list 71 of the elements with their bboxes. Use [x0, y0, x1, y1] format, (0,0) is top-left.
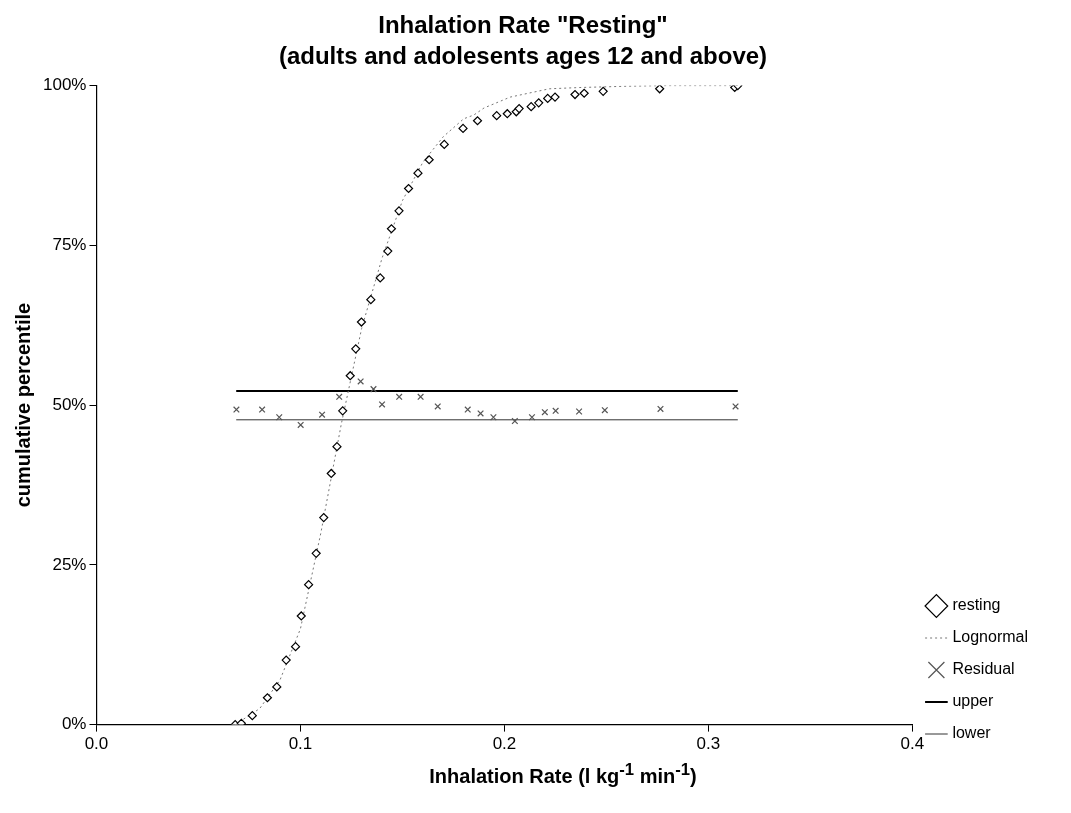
- point: [378, 401, 386, 408]
- point: [492, 111, 502, 121]
- point: [326, 468, 336, 479]
- legend-label: lower: [952, 724, 992, 742]
- point: [304, 580, 314, 590]
- point: [550, 92, 560, 102]
- point: [570, 89, 580, 100]
- point: [351, 344, 361, 354]
- point: [370, 385, 377, 393]
- y-tick-label: 0%: [61, 714, 87, 734]
- chart-subtitle: (adults and adolesents ages 12 and above): [278, 41, 768, 69]
- x-tick-label: 0.2: [492, 734, 517, 754]
- x-axis-title: Inhalation Rate (l kg$^{-1}$ min$^{-1}$): [428, 760, 698, 788]
- point: [655, 85, 665, 94]
- point: [552, 407, 560, 415]
- legend-label: Residual: [952, 660, 1015, 678]
- point: [439, 139, 449, 149]
- y-tick-label: 100%: [43, 75, 87, 95]
- point: [311, 548, 321, 558]
- point: [657, 405, 664, 413]
- point: [236, 718, 246, 725]
- x-tick-label: 0.0: [84, 734, 109, 754]
- point: [319, 512, 329, 523]
- point: [575, 408, 583, 415]
- point: [332, 442, 342, 452]
- legend-label: Lognormal: [952, 628, 1029, 646]
- point: [598, 86, 608, 96]
- point: [383, 246, 393, 256]
- point: [356, 317, 367, 327]
- point: [375, 273, 385, 283]
- point: [417, 393, 425, 401]
- point: [434, 402, 442, 410]
- point: [338, 406, 348, 416]
- point: [528, 413, 536, 421]
- point: [403, 183, 414, 194]
- point: [297, 421, 305, 429]
- point: [272, 682, 282, 692]
- point: [732, 402, 739, 410]
- y-tick-label: 75%: [52, 235, 87, 255]
- point: [262, 693, 273, 703]
- point: [247, 711, 257, 721]
- legend-label: resting: [952, 596, 1001, 614]
- point: [502, 109, 512, 119]
- y-tick-label: 50%: [52, 394, 87, 414]
- point: [386, 224, 397, 234]
- point: [413, 168, 423, 178]
- point: [258, 406, 266, 413]
- point: [296, 611, 306, 621]
- point: [458, 123, 468, 134]
- point: [281, 655, 291, 665]
- point: [424, 155, 434, 165]
- chart-title: Inhalation Rate "Resting": [378, 11, 668, 39]
- point: [490, 413, 497, 421]
- x-tick-label: 0.3: [696, 734, 721, 754]
- point: [318, 411, 326, 419]
- point: [543, 93, 553, 103]
- point: [394, 206, 404, 216]
- point: [511, 417, 519, 425]
- point: [345, 371, 355, 381]
- point: [534, 98, 544, 108]
- point: [464, 406, 472, 413]
- y-tick-label: 25%: [52, 554, 87, 574]
- x-tick-label: 0.4: [900, 734, 925, 754]
- legend-label: upper: [952, 692, 994, 710]
- x-tick-label: 0.1: [288, 734, 313, 754]
- point: [290, 642, 301, 652]
- point: [472, 116, 483, 126]
- point: [579, 88, 589, 98]
- y-axis-title: cumulative percentile: [11, 302, 34, 508]
- point: [526, 102, 536, 112]
- point: [366, 295, 376, 305]
